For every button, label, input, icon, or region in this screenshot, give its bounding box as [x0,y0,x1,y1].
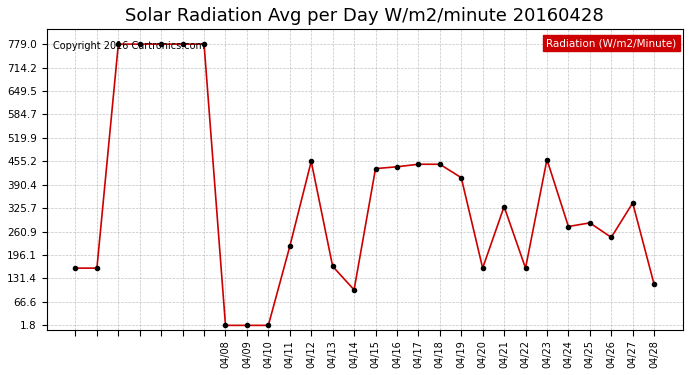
Text: Radiation (W/m2/Minute): Radiation (W/m2/Minute) [546,38,677,48]
Title: Solar Radiation Avg per Day W/m2/minute 20160428: Solar Radiation Avg per Day W/m2/minute … [126,7,604,25]
Text: Copyright 2016 Cartronics.com: Copyright 2016 Cartronics.com [53,41,205,51]
